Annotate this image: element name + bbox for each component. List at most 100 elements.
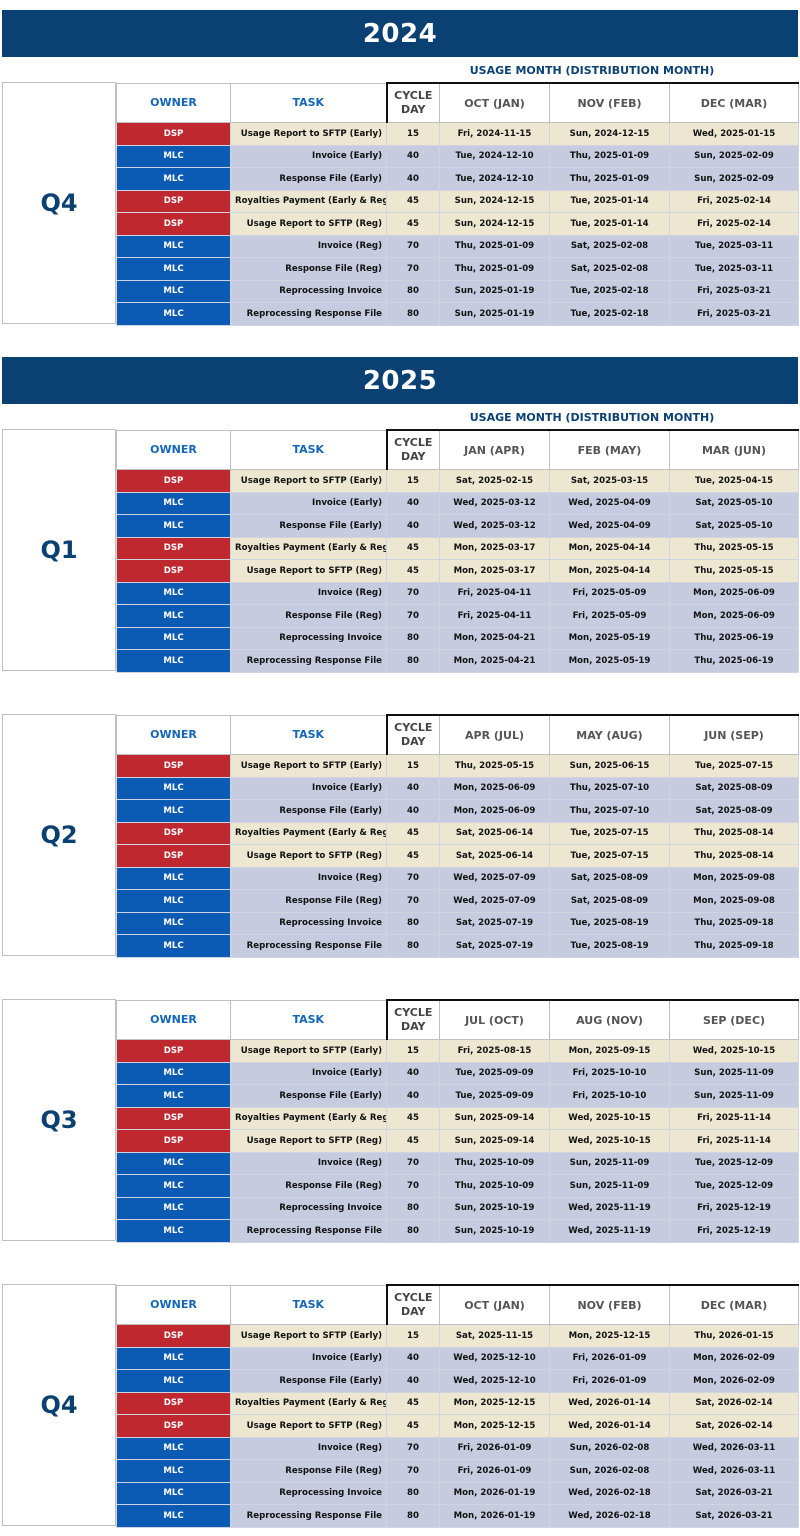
task-cell: Usage Report to SFTP (Early)	[230, 469, 387, 493]
date-cell: Wed, 2025-01-15	[669, 122, 799, 146]
date-cell: Sun, 2025-01-19	[439, 302, 550, 326]
task-cell: Usage Report to SFTP (Early)	[230, 754, 387, 778]
date-cell: Fri, 2025-05-09	[549, 581, 670, 605]
schedule-table: OWNER TASK CYCLE DAY OCT (JAN) NOV (FEB) DEC (…	[116, 1284, 799, 1528]
task-cell: Response File (Reg)	[230, 257, 387, 281]
date-cell: Sun, 2025-01-19	[439, 279, 550, 303]
date-cell: Mon, 2025-03-17	[439, 559, 550, 583]
table-row: DSP Royalties Payment (Early & Reg) 45 Sat,…	[116, 821, 799, 845]
cycle-day-cell: 40	[386, 1369, 440, 1393]
date-cell: Tue, 2025-01-14	[549, 212, 670, 236]
owner-cell: MLC	[116, 302, 231, 326]
month-header: MAR (JUN)	[669, 429, 799, 470]
task-cell: Usage Report to SFTP (Reg)	[230, 212, 387, 236]
date-cell: Sun, 2024-12-15	[439, 189, 550, 213]
table-row: DSP Usage Report to SFTP (Early) 15 Fri, 20…	[116, 122, 799, 146]
date-cell: Mon, 2026-01-19	[439, 1481, 550, 1505]
date-cell: Wed, 2025-11-19	[549, 1196, 670, 1220]
owner-cell: DSP	[116, 844, 231, 868]
task-cell: Reprocessing Invoice	[230, 626, 387, 650]
task-cell: Usage Report to SFTP (Early)	[230, 1039, 387, 1063]
month-header: DEC (MAR)	[669, 1284, 799, 1325]
table-row: MLC Reprocessing Response File 80 Sun, 2025…	[116, 1219, 799, 1243]
table-header-row: OWNER TASK CYCLE DAY JAN (APR) FEB (MAY) MAR (…	[116, 429, 799, 470]
table-row: MLC Response File (Early) 40 Mon, 2025-06-0…	[116, 799, 799, 823]
date-cell: Sat, 2025-02-15	[439, 469, 550, 493]
cycle-day-cell: 40	[386, 1084, 440, 1108]
cycle-day-cell: 15	[386, 754, 440, 778]
day-header-line: DAY	[400, 450, 426, 463]
date-cell: Tue, 2025-08-19	[549, 911, 670, 935]
cycle-day-cell: 80	[386, 626, 440, 650]
date-cell: Tue, 2025-08-19	[549, 934, 670, 958]
date-cell: Tue, 2025-03-11	[669, 257, 799, 281]
date-cell: Wed, 2025-12-10	[439, 1369, 550, 1393]
task-cell: Response File (Reg)	[230, 889, 387, 913]
date-cell: Fri, 2025-10-10	[549, 1061, 670, 1085]
date-cell: Thu, 2025-08-14	[669, 821, 799, 845]
cycle-day-cell: 70	[386, 1174, 440, 1198]
cycle-day-cell: 80	[386, 911, 440, 935]
cycle-day-cell: 80	[386, 279, 440, 303]
owner-cell: MLC	[116, 1504, 231, 1528]
cycle-day-header: CYCLE DAY	[386, 1284, 440, 1325]
date-cell: Thu, 2025-10-09	[439, 1151, 550, 1175]
date-cell: Mon, 2025-03-17	[439, 536, 550, 560]
cycle-day-cell: 15	[386, 122, 440, 146]
cycle-day-cell: 15	[386, 1039, 440, 1063]
cycle-day-header: CYCLE DAY	[386, 714, 440, 755]
owner-cell: MLC	[116, 889, 231, 913]
owner-cell: DSP	[116, 1039, 231, 1063]
date-cell: Tue, 2025-09-09	[439, 1061, 550, 1085]
date-cell: Mon, 2025-06-09	[669, 604, 799, 628]
owner-cell: MLC	[116, 514, 231, 538]
date-cell: Mon, 2025-09-08	[669, 889, 799, 913]
date-cell: Thu, 2025-06-19	[669, 626, 799, 650]
owner-cell: MLC	[116, 1346, 231, 1370]
task-cell: Response File (Early)	[230, 514, 387, 538]
owner-cell: MLC	[116, 604, 231, 628]
date-cell: Wed, 2025-11-19	[549, 1219, 670, 1243]
date-cell: Wed, 2026-01-14	[549, 1391, 670, 1415]
quarter-label: Q4	[2, 1284, 116, 1526]
table-row: MLC Response File (Early) 40 Wed, 2025-03-1…	[116, 514, 799, 538]
table-row: MLC Response File (Early) 40 Wed, 2025-12-1…	[116, 1369, 799, 1393]
date-cell: Mon, 2025-12-15	[549, 1324, 670, 1348]
date-cell: Sat, 2026-03-21	[669, 1481, 799, 1505]
cycle-day-header: CYCLE DAY	[386, 999, 440, 1040]
cycle-day-cell: 70	[386, 1436, 440, 1460]
table-row: DSP Usage Report to SFTP (Reg) 45 Sat, 2025…	[116, 844, 799, 868]
table-row: DSP Usage Report to SFTP (Early) 15 Sat, 20…	[116, 1324, 799, 1348]
date-cell: Tue, 2025-02-18	[549, 279, 670, 303]
owner-header: OWNER	[116, 714, 231, 755]
owner-cell: MLC	[116, 167, 231, 191]
table-row: DSP Usage Report to SFTP (Early) 15 Sat, 20…	[116, 469, 799, 493]
cycle-header-line: CYCLE	[394, 436, 433, 449]
table-row: MLC Invoice (Reg) 70 Thu, 2025-10-09 Sun, 20…	[116, 1151, 799, 1175]
table-header-row: OWNER TASK CYCLE DAY OCT (JAN) NOV (FEB) DEC (…	[116, 82, 799, 123]
table-row: MLC Invoice (Early) 40 Mon, 2025-06-09 Thu, …	[116, 776, 799, 800]
date-cell: Sun, 2026-02-08	[549, 1459, 670, 1483]
date-cell: Fri, 2025-05-09	[549, 604, 670, 628]
cycle-day-cell: 40	[386, 1061, 440, 1085]
table-header-row: OWNER TASK CYCLE DAY JUL (OCT) AUG (NOV) SEP (…	[116, 999, 799, 1040]
cycle-day-cell: 40	[386, 144, 440, 168]
date-cell: Mon, 2025-05-19	[549, 626, 670, 650]
table-row: MLC Invoice (Reg) 70 Fri, 2026-01-09 Sun, 20…	[116, 1436, 799, 1460]
cycle-day-cell: 80	[386, 649, 440, 673]
date-cell: Fri, 2026-01-09	[549, 1369, 670, 1393]
date-cell: Wed, 2025-10-15	[549, 1129, 670, 1153]
schedule-table: OWNER TASK CYCLE DAY OCT (JAN) NOV (FEB) DEC (…	[116, 82, 799, 326]
owner-cell: MLC	[116, 1174, 231, 1198]
table-row: MLC Response File (Reg) 70 Thu, 2025-10-09 S…	[116, 1174, 799, 1198]
date-cell: Fri, 2024-11-15	[439, 122, 550, 146]
task-cell: Response File (Early)	[230, 799, 387, 823]
month-header: FEB (MAY)	[549, 429, 670, 470]
table-row: DSP Usage Report to SFTP (Reg) 45 Sun, 2025…	[116, 1129, 799, 1153]
table-row: DSP Usage Report to SFTP (Early) 15 Fri, 20…	[116, 1039, 799, 1063]
date-cell: Thu, 2025-06-19	[669, 649, 799, 673]
date-cell: Mon, 2025-04-21	[439, 626, 550, 650]
task-cell: Invoice (Early)	[230, 144, 387, 168]
cycle-day-cell: 15	[386, 469, 440, 493]
task-cell: Invoice (Early)	[230, 776, 387, 800]
